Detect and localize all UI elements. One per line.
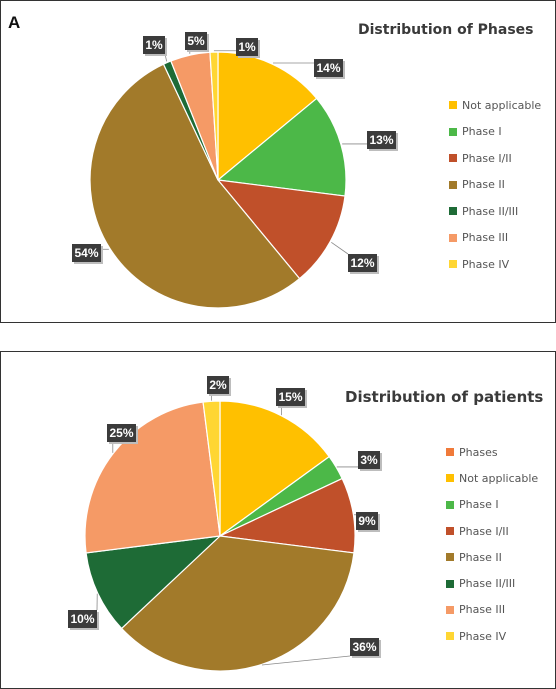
data-label: 1% [145, 38, 163, 52]
legend-item-phase-iii: Phase III [446, 597, 538, 623]
legend-swatch [449, 260, 457, 268]
legend-swatch [449, 181, 457, 189]
legend-item-phase-iii: Phase III [449, 225, 541, 252]
data-label: 5% [187, 34, 205, 48]
legend-label: Phase III [462, 231, 508, 244]
data-label: 25% [109, 426, 133, 440]
data-label: 36% [352, 640, 376, 654]
legend-label: Phase I/II [459, 525, 509, 538]
legend-label: Phase III [459, 603, 505, 616]
legend-swatch [446, 527, 454, 535]
legend-swatch [446, 580, 454, 588]
legend-phases: Not applicable Phase I Phase I/II Phase II P… [449, 92, 541, 278]
data-label: 9% [358, 514, 376, 528]
data-label: 3% [360, 453, 378, 467]
data-label: 54% [74, 246, 98, 260]
legend-label: Phase I [462, 125, 502, 138]
legend-label: Phase IV [462, 258, 509, 271]
data-label: 14% [316, 61, 340, 75]
data-label: 2% [209, 378, 227, 392]
legend-item-phase-i: Phase I [446, 492, 538, 518]
legend-label: Not applicable [462, 99, 541, 112]
legend-label: Phase I [459, 498, 499, 511]
legend-label: Phases [459, 446, 498, 459]
legend-swatch [449, 101, 457, 109]
legend-item-phase-ii-iii: Phase II/III [446, 570, 538, 596]
legend-patients: Phases Not applicable Phase I Phase I/II Pha… [446, 439, 538, 649]
data-label: 1% [238, 40, 256, 54]
legend-item-phase-iv: Phase IV [449, 251, 541, 278]
legend-swatch [446, 553, 454, 561]
legend-swatch [449, 234, 457, 242]
legend-label: Not applicable [459, 472, 538, 485]
legend-label: Phase II [459, 551, 502, 564]
legend-swatch [446, 448, 454, 456]
data-label: 12% [350, 256, 374, 270]
legend-item-phase-i-ii: Phase I/II [449, 145, 541, 172]
legend-item-not-applicable: Not applicable [449, 92, 541, 119]
legend-label: Phase II [462, 178, 505, 191]
legend-item-phase-iv: Phase IV [446, 623, 538, 649]
data-label: 13% [369, 133, 393, 147]
legend-label: Phase IV [459, 630, 506, 643]
legend-item-phase-i-ii: Phase I/II [446, 518, 538, 544]
legend-item-phase-i: Phase I [449, 119, 541, 146]
data-label: 15% [278, 390, 302, 404]
legend-swatch [449, 128, 457, 136]
legend-label: Phase II/III [462, 205, 518, 218]
data-label: 10% [70, 612, 94, 626]
legend-swatch [449, 207, 457, 215]
legend-swatch [446, 474, 454, 482]
legend-swatch [446, 632, 454, 640]
legend-item-not-applicable: Not applicable [446, 465, 538, 491]
legend-item-phase-ii: Phase II [449, 172, 541, 199]
legend-label: Phase I/II [462, 152, 512, 165]
leader-line [331, 242, 348, 254]
legend-item-phases: Phases [446, 439, 538, 465]
legend-swatch [449, 154, 457, 162]
legend-item-phase-ii: Phase II [446, 544, 538, 570]
legend-item-phase-ii-iii: Phase II/III [449, 198, 541, 225]
legend-label: Phase II/III [459, 577, 515, 590]
legend-swatch [446, 501, 454, 509]
pie-slice-phase-iii [85, 402, 220, 553]
legend-swatch [446, 606, 454, 614]
